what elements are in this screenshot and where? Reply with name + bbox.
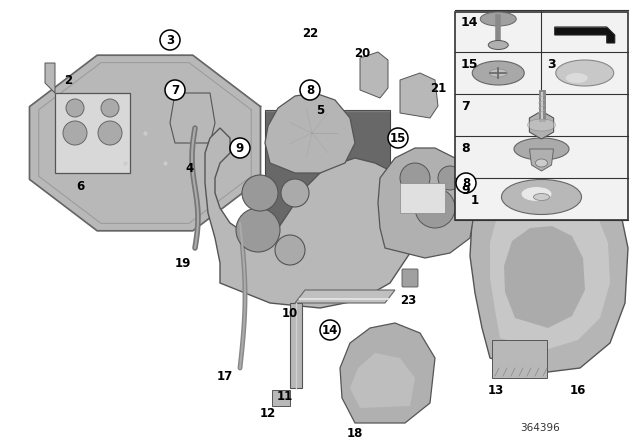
FancyBboxPatch shape [455,12,628,220]
Circle shape [281,179,309,207]
Ellipse shape [566,73,588,83]
FancyBboxPatch shape [290,303,302,388]
Circle shape [415,188,455,228]
FancyBboxPatch shape [400,183,445,213]
Circle shape [66,99,84,117]
Ellipse shape [536,159,547,167]
Ellipse shape [488,40,508,49]
Polygon shape [555,27,615,43]
Text: 20: 20 [354,47,370,60]
Text: 6: 6 [76,180,84,193]
Text: 5: 5 [316,103,324,116]
Text: 7: 7 [171,83,179,96]
Polygon shape [45,63,55,93]
Text: 8: 8 [306,83,314,96]
Ellipse shape [534,194,550,201]
Text: 22: 22 [302,26,318,39]
Text: 10: 10 [282,306,298,319]
Ellipse shape [472,61,524,85]
Text: 11: 11 [277,389,293,402]
Polygon shape [265,93,355,173]
Ellipse shape [522,187,552,201]
Polygon shape [470,153,628,373]
Circle shape [236,208,280,252]
Circle shape [101,99,119,117]
Text: 13: 13 [488,383,504,396]
Text: 9: 9 [461,184,470,197]
Text: 1: 1 [471,194,479,207]
Text: 3: 3 [547,58,556,71]
Text: 23: 23 [400,293,416,306]
Polygon shape [170,93,215,143]
Text: 8: 8 [461,142,470,155]
Circle shape [388,128,408,148]
Text: 15: 15 [390,132,406,145]
FancyBboxPatch shape [272,390,290,406]
Ellipse shape [489,69,508,77]
Ellipse shape [480,12,516,26]
Text: 7: 7 [461,100,470,113]
Text: 4: 4 [186,161,194,175]
Ellipse shape [527,119,556,131]
Text: 18: 18 [347,426,363,439]
Polygon shape [55,93,130,173]
Text: 14: 14 [461,16,479,29]
Text: 364396: 364396 [520,423,560,433]
Circle shape [165,80,185,100]
Circle shape [456,173,476,193]
FancyBboxPatch shape [402,269,418,287]
Polygon shape [400,73,438,118]
Polygon shape [295,290,395,303]
Circle shape [438,166,462,190]
Circle shape [230,138,250,158]
Polygon shape [378,148,475,258]
Text: 19: 19 [175,257,191,270]
Circle shape [400,163,430,193]
Circle shape [300,80,320,100]
Text: 15: 15 [461,58,479,71]
Text: 12: 12 [260,406,276,419]
Text: 9: 9 [236,142,244,155]
Polygon shape [529,111,554,139]
Polygon shape [265,110,390,233]
Ellipse shape [502,180,582,215]
Circle shape [98,121,122,145]
Circle shape [242,175,278,211]
Polygon shape [529,149,554,171]
Text: 21: 21 [430,82,446,95]
Polygon shape [350,353,415,408]
Text: 3: 3 [166,34,174,47]
Ellipse shape [514,138,569,160]
Text: 17: 17 [217,370,233,383]
Text: 14: 14 [322,323,338,336]
Circle shape [63,121,87,145]
Text: 2: 2 [64,73,72,86]
Polygon shape [205,128,415,308]
Ellipse shape [556,60,614,86]
Circle shape [320,320,340,340]
Polygon shape [504,226,585,328]
Text: 8: 8 [462,177,470,190]
FancyBboxPatch shape [492,340,547,378]
Circle shape [275,235,305,265]
Text: 16: 16 [570,383,586,396]
Polygon shape [360,52,388,98]
Polygon shape [29,55,260,231]
Circle shape [160,30,180,50]
Polygon shape [340,323,435,423]
Polygon shape [490,188,610,350]
